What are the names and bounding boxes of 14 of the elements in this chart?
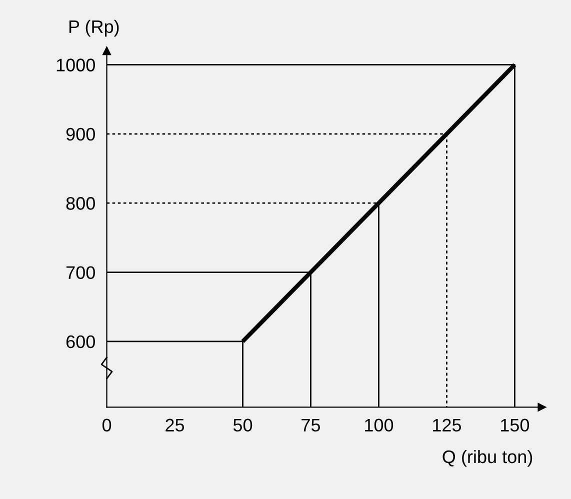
x-axis-title: Q (ribu ton)	[442, 450, 532, 467]
x-tick-label: 125	[433, 418, 462, 432]
x-tick-label: 75	[302, 418, 320, 432]
y-tick-label: 800	[66, 197, 95, 210]
x-tick-label: 0	[102, 418, 112, 432]
y-axis-title: P (Rp)	[69, 20, 119, 37]
y-tick-label: 600	[66, 335, 95, 348]
y-tick-label: 700	[66, 266, 95, 279]
x-tick-label: 50	[233, 418, 252, 432]
x-tick-label: 100	[365, 418, 394, 432]
x-tick-label: 25	[166, 418, 184, 432]
y-tick-label: 1000	[56, 58, 95, 72]
y-tick-label: 900	[66, 128, 95, 141]
x-tick-label: 150	[501, 418, 530, 432]
